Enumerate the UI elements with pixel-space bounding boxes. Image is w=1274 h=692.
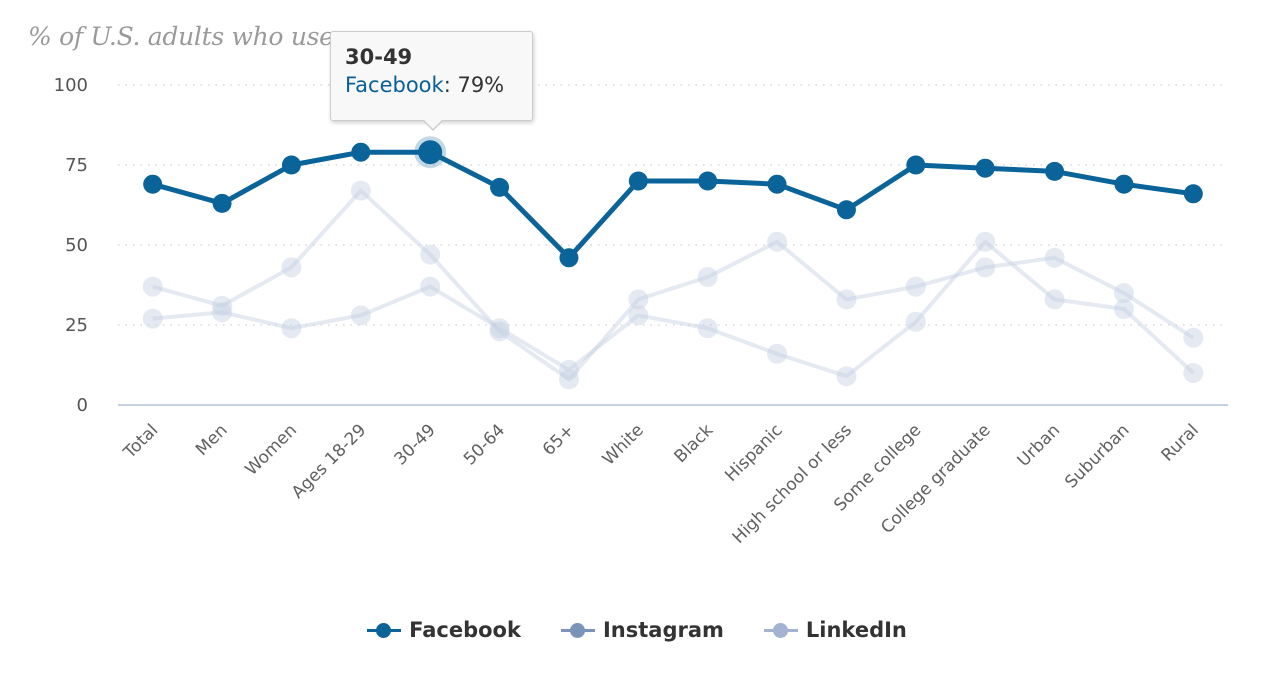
data-point[interactable] bbox=[212, 302, 233, 323]
x-tick-label: Urban bbox=[1014, 420, 1065, 471]
data-point[interactable] bbox=[1044, 289, 1065, 310]
data-point[interactable] bbox=[142, 308, 163, 329]
data-point[interactable] bbox=[698, 171, 718, 191]
x-tick-label: Suburban bbox=[1061, 420, 1133, 492]
data-point[interactable] bbox=[1183, 327, 1204, 348]
legend-label: LinkedIn bbox=[805, 618, 907, 642]
x-tick-label: 65+ bbox=[539, 420, 579, 460]
data-point[interactable] bbox=[420, 276, 441, 297]
data-point[interactable] bbox=[975, 158, 995, 178]
data-point[interactable] bbox=[767, 343, 788, 364]
data-point[interactable] bbox=[836, 289, 857, 310]
tooltip-category: 30-49 bbox=[345, 45, 413, 69]
data-point[interactable] bbox=[697, 267, 718, 287]
data-point[interactable] bbox=[351, 142, 371, 162]
data-point[interactable] bbox=[489, 318, 510, 339]
legend-label: Instagram bbox=[602, 618, 724, 642]
legend-item-facebook[interactable]: Facebook bbox=[367, 618, 521, 642]
data-point[interactable] bbox=[1183, 184, 1203, 204]
tooltip-series-name: Facebook bbox=[345, 73, 444, 97]
data-point[interactable] bbox=[767, 231, 788, 252]
x-tick-label: Hispanic bbox=[721, 420, 786, 485]
data-point[interactable] bbox=[281, 318, 302, 339]
y-tick-label: 50 bbox=[65, 235, 88, 256]
legend-marker-icon bbox=[763, 623, 798, 638]
data-point[interactable] bbox=[420, 244, 441, 265]
data-point[interactable] bbox=[1044, 247, 1065, 268]
x-tick-label: White bbox=[599, 420, 648, 469]
legend-item-linkedin[interactable]: LinkedIn bbox=[763, 618, 907, 642]
data-point[interactable] bbox=[905, 311, 926, 332]
data-point[interactable] bbox=[281, 155, 301, 175]
data-point[interactable] bbox=[490, 177, 510, 197]
data-point[interactable] bbox=[628, 305, 649, 326]
legend-marker-icon bbox=[367, 623, 402, 638]
data-point[interactable] bbox=[697, 318, 718, 339]
x-tick-label: Women bbox=[242, 420, 301, 479]
data-point[interactable] bbox=[558, 369, 579, 390]
gridlines bbox=[118, 84, 1228, 326]
data-point[interactable] bbox=[418, 140, 443, 165]
x-tick-label: Rural bbox=[1158, 420, 1203, 465]
data-point[interactable] bbox=[836, 200, 856, 220]
data-point[interactable] bbox=[281, 257, 302, 278]
legend-marker-icon bbox=[560, 623, 595, 638]
x-tick-label: Men bbox=[192, 420, 232, 460]
series-instagram[interactable] bbox=[142, 180, 1204, 390]
tooltip-value: 79% bbox=[457, 73, 505, 97]
chart-subtitle: % of U.S. adults who use ... bbox=[28, 22, 365, 51]
data-point[interactable] bbox=[975, 231, 996, 252]
series-line bbox=[152, 239, 1195, 379]
y-axis-ticks: 0 25 50 75 100 bbox=[54, 75, 88, 416]
series-line bbox=[152, 149, 1194, 261]
data-point[interactable] bbox=[905, 276, 926, 297]
x-tick-label: 30-49 bbox=[391, 420, 440, 469]
data-point[interactable] bbox=[558, 359, 579, 380]
tooltip-arrow bbox=[422, 119, 444, 131]
legend-label: Facebook bbox=[409, 618, 521, 642]
data-point[interactable] bbox=[1113, 283, 1134, 303]
x-tick-label: High school or less bbox=[729, 420, 856, 547]
legend: Facebook Instagram LinkedIn bbox=[0, 618, 1274, 642]
data-point[interactable] bbox=[142, 276, 163, 297]
data-point[interactable] bbox=[1113, 299, 1134, 319]
data-point[interactable] bbox=[975, 257, 996, 278]
data-point[interactable] bbox=[628, 171, 648, 191]
series-linkedin[interactable] bbox=[142, 231, 1204, 387]
x-tick-label: Ages 18-29 bbox=[288, 420, 370, 502]
data-point[interactable] bbox=[143, 174, 163, 194]
tooltip: 30-49 Facebook: 79% bbox=[330, 31, 533, 131]
y-tick-label: 0 bbox=[77, 395, 88, 416]
data-point[interactable] bbox=[628, 289, 649, 310]
data-point[interactable] bbox=[1114, 174, 1134, 194]
legend-item-instagram[interactable]: Instagram bbox=[560, 618, 724, 642]
data-point[interactable] bbox=[212, 193, 232, 213]
data-point[interactable] bbox=[559, 248, 579, 268]
series-group bbox=[142, 136, 1204, 390]
y-tick-label: 100 bbox=[54, 75, 88, 96]
data-point[interactable] bbox=[1183, 363, 1204, 383]
data-point[interactable] bbox=[350, 305, 371, 326]
data-point[interactable] bbox=[767, 174, 787, 194]
data-point[interactable] bbox=[350, 180, 371, 201]
data-point[interactable] bbox=[212, 295, 233, 316]
x-tick-label: 50-64 bbox=[460, 420, 509, 469]
data-point[interactable] bbox=[489, 321, 510, 342]
y-tick-label: 75 bbox=[65, 155, 88, 176]
data-point[interactable] bbox=[1045, 161, 1065, 181]
series-facebook[interactable] bbox=[143, 136, 1203, 268]
tooltip-row: Facebook: 79% bbox=[345, 73, 505, 97]
x-tick-label: Black bbox=[671, 420, 718, 467]
series-line bbox=[152, 188, 1195, 382]
data-point[interactable] bbox=[836, 366, 857, 387]
x-tick-label: Total bbox=[119, 420, 162, 463]
y-tick-label: 25 bbox=[65, 315, 88, 336]
data-point[interactable] bbox=[906, 155, 926, 175]
